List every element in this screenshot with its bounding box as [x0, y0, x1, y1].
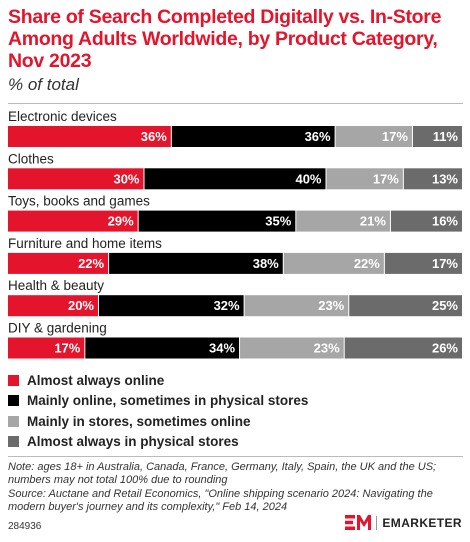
footnote: Note: ages 18+ in Australia, Canada, Fra…: [8, 461, 464, 515]
legend-label: Mainly in stores, sometimes online: [27, 413, 251, 429]
bar-health-beauty-almost-always-online: [8, 295, 98, 317]
legend-swatch: [8, 436, 19, 448]
bar-electronic-devices-mainly-online-sometimes-in-physical-stores: [171, 126, 335, 147]
bar-clothes-almost-always-online: [8, 168, 144, 190]
category-label-health-beauty: Health & beauty: [8, 278, 104, 293]
bar-electronic-devices-mainly-in-stores-sometimes-online: [335, 126, 412, 147]
bottom-divider: [8, 456, 463, 457]
data-label-diy-gardening-almost-always-online: 17%: [54, 341, 80, 356]
data-label-health-beauty-mainly-online-sometimes-in-physical-stores: 32%: [214, 298, 240, 313]
data-label-clothes-mainly-online-sometimes-in-physical-stores: 40%: [295, 171, 321, 186]
bar-clothes-mainly-online-sometimes-in-physical-stores: [144, 168, 326, 190]
stacked-bar-chart: Electronic devices 36% 36% 17% 11% Clothes 30%…: [8, 109, 462, 359]
brand-name: EMARKETER: [376, 515, 462, 530]
brand-logo: EMARKETER: [345, 515, 462, 530]
data-label-furniture-and-home-items-mainly-online-sometimes-in-physical-stores: 38%: [253, 256, 279, 271]
source-text: Source: Auctane and Retail Economics, "O…: [8, 487, 433, 514]
bar-health-beauty-almost-always-in-physical-stores: [349, 295, 462, 317]
data-label-clothes-mainly-in-stores-sometimes-online: 17%: [373, 171, 399, 186]
bar-electronic-devices-almost-always-online: [8, 126, 171, 147]
bar-toys-books-and-games-almost-always-online: [8, 210, 138, 232]
data-label-diy-gardening-almost-always-in-physical-stores: 26%: [432, 341, 458, 356]
bar-furniture-and-home-items-almost-always-online: [8, 252, 109, 274]
legend-item-mainly-in-stores-sometimes-online: Mainly in stores, sometimes online: [8, 411, 308, 432]
legend-swatch: [8, 395, 19, 407]
legend-swatch: [8, 415, 19, 427]
data-label-electronic-devices-mainly-online-sometimes-in-physical-stores: 36%: [305, 129, 331, 144]
data-label-toys-books-and-games-almost-always-online: 29%: [108, 214, 134, 229]
data-label-health-beauty-mainly-in-stores-sometimes-online: 23%: [318, 298, 344, 313]
data-label-electronic-devices-almost-always-in-physical-stores: 11%: [433, 129, 459, 144]
data-label-diy-gardening-mainly-online-sometimes-in-physical-stores: 34%: [209, 341, 235, 356]
chart-subtitle: % of total: [8, 75, 79, 94]
chart-legend: Almost always online Mainly online, somet…: [8, 370, 308, 452]
bar-clothes-mainly-in-stores-sometimes-online: [326, 168, 403, 190]
emarketer-logo-icon: [345, 515, 372, 530]
data-label-furniture-and-home-items-mainly-in-stores-sometimes-online: 22%: [354, 256, 380, 271]
bar-toys-books-and-games-mainly-online-sometimes-in-physical-stores: [138, 210, 296, 232]
chart-title: Share of Search Completed Digitally vs. …: [8, 6, 442, 72]
legend-item-almost-always-online: Almost always online: [8, 370, 308, 391]
chart-id: 284936: [8, 521, 42, 532]
data-label-clothes-almost-always-in-physical-stores: 13%: [432, 171, 458, 186]
bar-clothes-almost-always-in-physical-stores: [403, 168, 462, 190]
legend-label: Almost always in physical stores: [27, 434, 239, 450]
bar-diy-gardening-almost-always-in-physical-stores: [344, 337, 462, 359]
data-label-clothes-almost-always-online: 30%: [113, 171, 139, 186]
data-label-toys-books-and-games-mainly-in-stores-sometimes-online: 21%: [360, 214, 386, 229]
legend-label: Almost always online: [27, 372, 165, 388]
data-label-health-beauty-almost-always-online: 20%: [68, 298, 94, 313]
bar-electronic-devices-almost-always-in-physical-stores: [412, 126, 462, 147]
bar-furniture-and-home-items-mainly-online-sometimes-in-physical-stores: [109, 252, 283, 274]
bar-diy-gardening-mainly-in-stores-sometimes-online: [240, 337, 344, 359]
data-label-health-beauty-almost-always-in-physical-stores: 25%: [432, 298, 458, 313]
bar-toys-books-and-games-mainly-in-stores-sometimes-online: [296, 210, 390, 232]
bar-furniture-and-home-items-almost-always-in-physical-stores: [384, 252, 462, 274]
category-label-clothes: Clothes: [8, 151, 54, 166]
bar-health-beauty-mainly-online-sometimes-in-physical-stores: [99, 295, 244, 317]
data-label-furniture-and-home-items-almost-always-online: 22%: [78, 256, 104, 271]
data-label-toys-books-and-games-mainly-online-sometimes-in-physical-stores: 35%: [265, 214, 291, 229]
data-label-electronic-devices-almost-always-online: 36%: [141, 129, 167, 144]
data-label-furniture-and-home-items-almost-always-in-physical-stores: 17%: [432, 256, 458, 271]
note-text: Note: ages 18+ in Australia, Canada, Fra…: [8, 461, 437, 487]
data-label-diy-gardening-mainly-in-stores-sometimes-online: 23%: [314, 341, 340, 356]
category-label-diy-gardening: DIY & gardening: [8, 321, 107, 336]
legend-item-almost-always-in-physical-stores: Almost always in physical stores: [8, 432, 308, 453]
top-divider: [8, 103, 463, 104]
data-label-toys-books-and-games-almost-always-in-physical-stores: 16%: [432, 214, 458, 229]
category-label-furniture-and-home-items: Furniture and home items: [8, 236, 162, 251]
legend-item-mainly-online-sometimes-in-physical-stores: Mainly online, sometimes in physical sto…: [8, 391, 308, 412]
bar-toys-books-and-games-almost-always-in-physical-stores: [390, 210, 462, 232]
bar-health-beauty-mainly-in-stores-sometimes-online: [244, 295, 349, 317]
legend-label: Mainly online, sometimes in physical sto…: [27, 393, 309, 409]
data-label-electronic-devices-mainly-in-stores-sometimes-online: 17%: [382, 129, 408, 144]
legend-swatch: [8, 374, 19, 386]
category-label-electronic-devices: Electronic devices: [8, 109, 117, 124]
category-label-toys-books-and-games: Toys, books and games: [8, 194, 150, 209]
bar-diy-gardening-mainly-online-sometimes-in-physical-stores: [85, 337, 240, 359]
bar-furniture-and-home-items-mainly-in-stores-sometimes-online: [283, 252, 384, 274]
bar-diy-gardening-almost-always-online: [8, 337, 85, 359]
